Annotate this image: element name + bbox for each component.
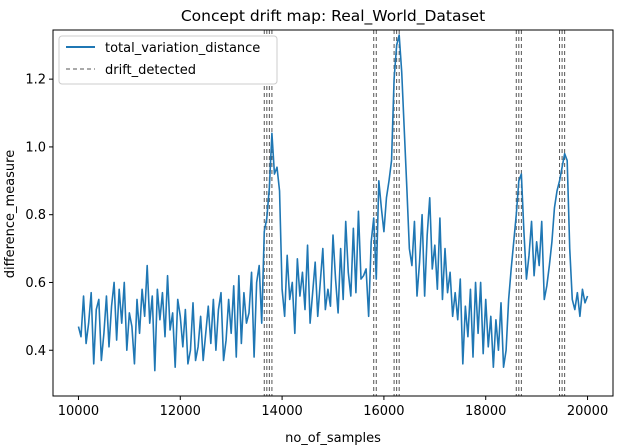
y-tick-label-3: 1.0 — [25, 140, 46, 155]
plot-area — [77, 30, 589, 396]
x-tick-label-5: 20000 — [567, 404, 608, 419]
x-tick-label-1: 12000 — [160, 404, 201, 419]
x-tick-label-0: 10000 — [58, 404, 99, 419]
legend-box — [58, 35, 278, 85]
plot-frame — [52, 29, 614, 397]
legend-label-drift-detected: drift_detected — [105, 63, 196, 78]
legend: total_variation_distance drift_detected — [58, 35, 278, 85]
legend-label-total-variation-distance: total_variation_distance — [105, 41, 260, 56]
y-tick-label-4: 1.2 — [25, 73, 46, 88]
chart-title: Concept drift map: Real_World_Dataset — [181, 7, 485, 26]
x-tick-label-2: 14000 — [261, 404, 302, 419]
y-axis: 0.4 0.6 0.8 1.0 1.2 — [25, 73, 53, 359]
y-tick-label-0: 0.4 — [25, 344, 46, 359]
y-tick-label-1: 0.6 — [25, 276, 46, 291]
y-tick-label-2: 0.8 — [25, 208, 46, 223]
x-axis-title: no_of_samples — [285, 431, 381, 446]
x-axis: 10000 12000 14000 16000 18000 20000 — [58, 396, 608, 419]
x-tick-label-4: 18000 — [465, 404, 506, 419]
series-line-total-variation-distance — [77, 34, 589, 372]
x-tick-label-3: 16000 — [363, 404, 404, 419]
y-axis-title: difference_measure — [3, 150, 18, 278]
